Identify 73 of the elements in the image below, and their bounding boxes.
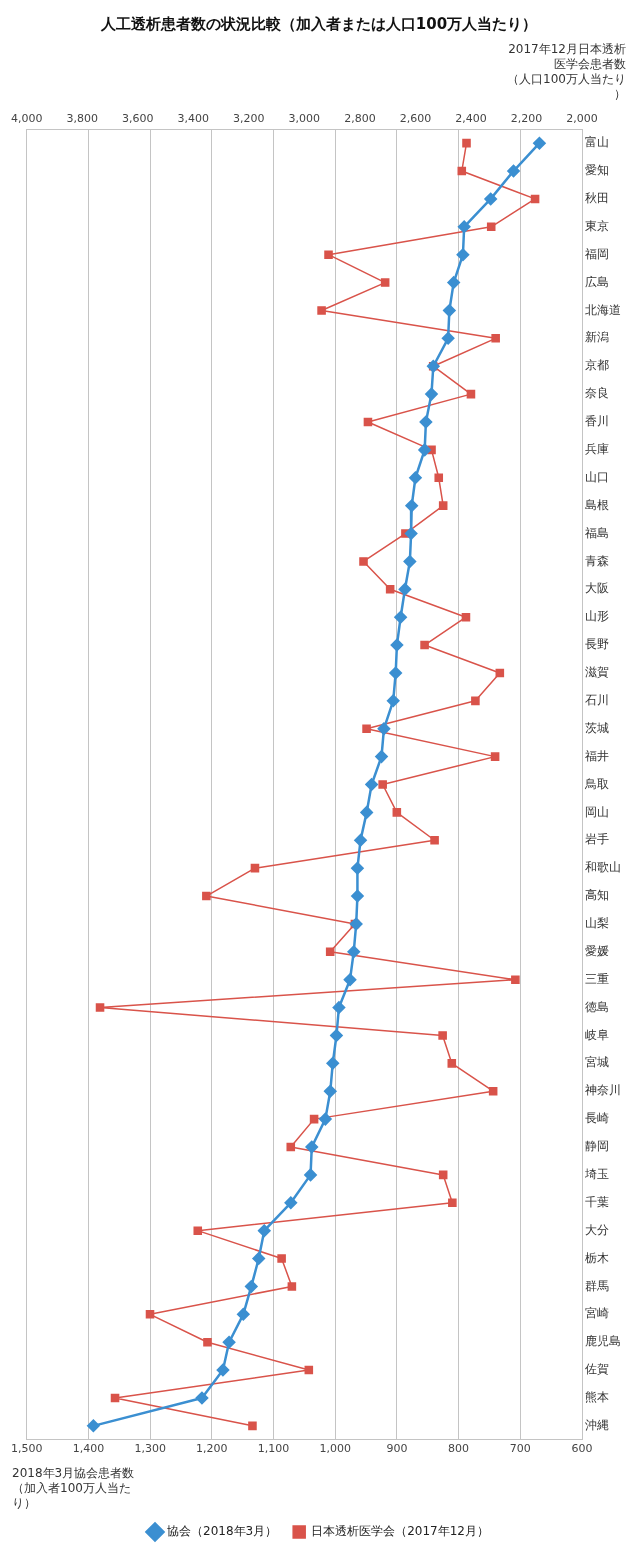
x-tick-label: 1,300 <box>134 1442 166 1456</box>
y-tick-label: 愛知 <box>585 163 609 178</box>
x-tick-label: 1,000 <box>319 1442 351 1456</box>
x-tick-label: 800 <box>448 1442 470 1456</box>
y-tick-label: 滋賀 <box>585 665 609 680</box>
x-tick-label: 900 <box>386 1442 408 1456</box>
x2-tick-label: 3,600 <box>122 112 154 126</box>
y-tick-label: 鹿児島 <box>585 1334 621 1349</box>
y-tick-label: 岡山 <box>585 804 609 819</box>
y-tick-label: 静岡 <box>585 1139 609 1154</box>
y-tick-label: 福井 <box>585 748 609 763</box>
x2-axis-title: 2017年12月日本透析医学会患者数（人口100万人当たり） <box>507 42 626 102</box>
y-tick-label: 熊本 <box>585 1390 609 1405</box>
x2-tick-label: 2,000 <box>566 112 598 126</box>
y-tick-label: 千葉 <box>585 1194 609 1209</box>
x-tick-label: 1,500 <box>11 1442 43 1456</box>
y-tick-label: 新潟 <box>585 330 609 345</box>
x-axis-title: 2018年3月協会患者数（加入者100万人当たり） <box>12 1466 135 1511</box>
y-tick-label: 茨城 <box>585 720 609 735</box>
y-tick-label: 福島 <box>585 525 609 540</box>
y-tick-label: 北海道 <box>585 302 621 317</box>
y-tick-label: 奈良 <box>585 386 609 401</box>
y-tick-label: 山形 <box>585 609 609 624</box>
y-tick-label: 沖縄 <box>585 1417 609 1432</box>
y-tick-label: 広島 <box>585 274 609 289</box>
y-tick-label: 高知 <box>585 888 609 903</box>
y-tick-label: 和歌山 <box>585 860 621 875</box>
legend-label: 日本透析医学会（2017年12月） <box>311 1524 489 1539</box>
y-tick-label: 東京 <box>585 218 609 233</box>
y-tick-label: 徳島 <box>585 999 609 1014</box>
x2-tick-label: 2,200 <box>510 112 543 126</box>
x2-tick-label: 3,000 <box>288 112 321 126</box>
y-tick-label: 宮崎 <box>585 1306 609 1321</box>
x2-tick-label: 4,000 <box>11 112 43 126</box>
x2-tick-label: 2,600 <box>399 112 432 126</box>
x-tick-label: 700 <box>509 1442 531 1456</box>
y-tick-label: 愛媛 <box>585 943 609 958</box>
y-tick-label: 島根 <box>585 497 609 512</box>
y-tick-label: 神奈川 <box>585 1083 621 1098</box>
chart-title: 人工透析患者数の状況比較（加入者または人口100万人当たり） <box>99 14 538 33</box>
y-tick-label: 佐賀 <box>585 1362 609 1377</box>
y-tick-label: 群馬 <box>585 1278 609 1293</box>
x2-tick-label: 3,200 <box>233 112 265 126</box>
y-tick-label: 富山 <box>585 135 609 150</box>
y-tick-label: 埼玉 <box>584 1167 609 1182</box>
y-tick-label: 鳥取 <box>584 776 609 791</box>
legend-label: 協会（2018年3月） <box>167 1524 278 1539</box>
y-tick-label: 長崎 <box>585 1111 609 1126</box>
y-tick-label: 岩手 <box>585 832 609 847</box>
y-tick-label: 香川 <box>585 414 609 429</box>
y-tick-label: 大分 <box>585 1222 609 1237</box>
x2-tick-label: 3,800 <box>66 112 99 126</box>
y-tick-label: 三重 <box>585 971 609 986</box>
x2-tick-label: 2,800 <box>344 112 376 126</box>
y-tick-label: 福岡 <box>585 246 609 261</box>
x-tick-label: 600 <box>571 1442 593 1456</box>
y-tick-label: 秋田 <box>585 191 609 206</box>
y-tick-label: 岐阜 <box>585 1027 609 1042</box>
y-tick-label: 長野 <box>585 637 609 652</box>
y-tick-label: 兵庫 <box>585 442 609 456</box>
x-tick-label: 1,100 <box>257 1442 290 1456</box>
y-tick-label: 石川 <box>585 692 609 707</box>
y-tick-label: 山口 <box>585 469 609 484</box>
x-tick-label: 1,400 <box>72 1442 105 1456</box>
x2-tick-label: 3,400 <box>177 112 210 126</box>
y-tick-label: 青森 <box>585 553 609 568</box>
x2-tick-label: 2,400 <box>455 112 487 126</box>
y-tick-label: 大阪 <box>585 581 609 596</box>
y-tick-label: 栃木 <box>585 1250 609 1265</box>
y-tick-label: 京都 <box>585 358 609 373</box>
x-tick-label: 1,200 <box>196 1442 228 1456</box>
y-tick-label: 宮城 <box>585 1055 609 1070</box>
y-tick-label: 山梨 <box>585 916 609 931</box>
